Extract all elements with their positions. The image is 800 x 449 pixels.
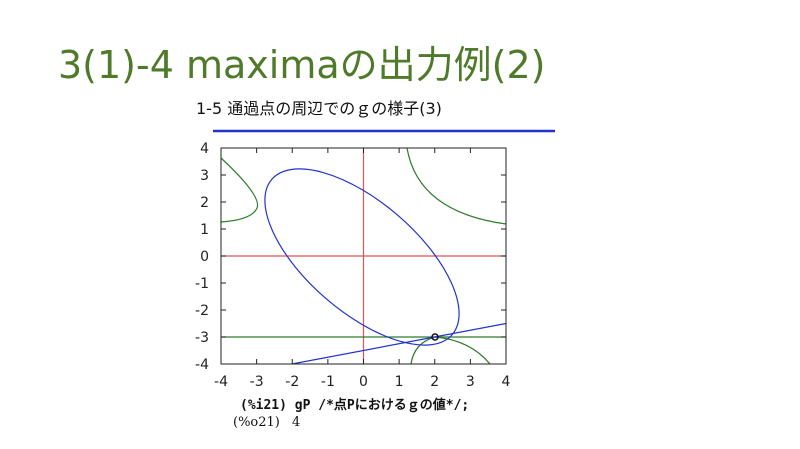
y-tick-label: 0: [200, 249, 209, 265]
slide-subtitle: 1-5 通過点の周辺でのｇの様子(3): [196, 99, 442, 118]
y-tick-label: 3: [200, 168, 209, 184]
point-p: [431, 333, 439, 341]
code-input: (%i21) gP /*点Pにおけるｇの値*/;: [240, 397, 469, 413]
y-tick-label: -3: [195, 330, 209, 346]
x-tick-label: -3: [250, 374, 264, 390]
x-tick-label: -1: [321, 374, 335, 390]
y-tick-label: 4: [200, 141, 209, 157]
x-tick-label: -2: [285, 374, 299, 390]
code-output-value: 4: [292, 415, 300, 430]
green-curve: [221, 157, 259, 223]
y-tick-label: -2: [195, 303, 209, 319]
x-tick-label: 2: [430, 374, 439, 390]
x-tick-label: 4: [502, 374, 511, 390]
code-output-label: (%o21): [233, 415, 280, 430]
slide-title: 3(1)-4 maximaの出力例(2): [58, 43, 545, 87]
y-tick-label: -1: [195, 276, 209, 292]
y-tick-label: -4: [195, 357, 209, 373]
green-curve: [410, 336, 491, 364]
y-tick-label: 2: [200, 195, 209, 211]
x-tick-label: 0: [359, 374, 368, 390]
blue-ellipse: [264, 168, 460, 346]
x-tick-label: 3: [466, 374, 475, 390]
plot: -4 -3 -2 -1 0 1 2 3 4 -4 -3 -2 -1 0 1 2 3 4: [195, 141, 511, 390]
y-tick-label: 1: [200, 222, 209, 238]
green-curve: [406, 148, 506, 225]
tangent-line: [291, 322, 506, 364]
x-tick-label: 1: [395, 374, 404, 390]
x-tick-label: -4: [214, 374, 228, 390]
